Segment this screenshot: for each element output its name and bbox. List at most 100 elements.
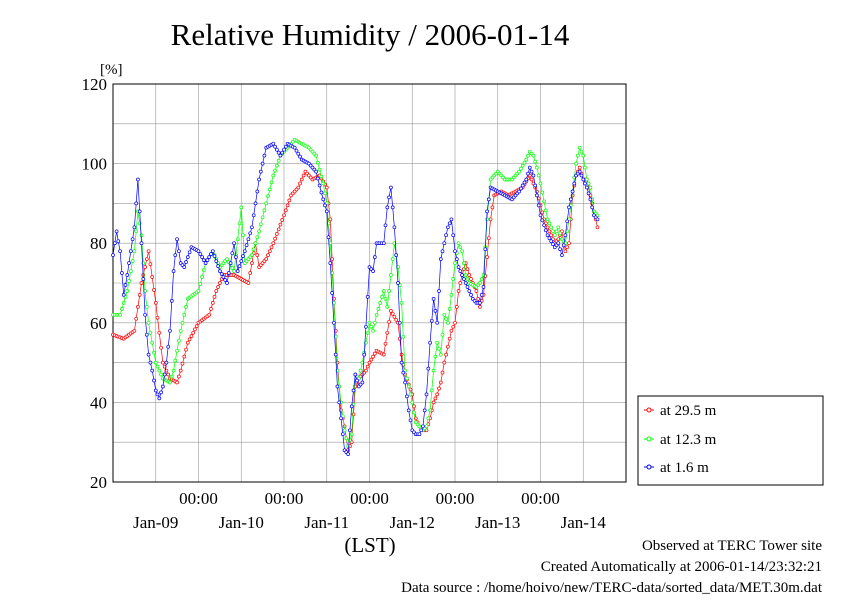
data-point	[364, 324, 368, 329]
data-point	[396, 281, 400, 285]
data-point	[392, 225, 397, 230]
data-point	[365, 364, 370, 369]
data-point	[479, 277, 484, 281]
data-point	[547, 229, 552, 234]
data-point	[287, 198, 292, 203]
data-point	[462, 277, 466, 281]
legend-marker-1-6	[646, 464, 652, 470]
data-point	[203, 261, 208, 265]
data-point	[134, 316, 139, 321]
data-point	[283, 208, 288, 213]
data-point	[225, 281, 229, 285]
x-time-tick-label: 00:00	[265, 489, 304, 508]
data-point	[175, 380, 179, 385]
data-point	[225, 257, 229, 261]
data-point	[595, 225, 600, 230]
data-point	[369, 357, 374, 362]
data-point	[298, 181, 302, 186]
data-point	[132, 328, 137, 333]
data-point	[465, 277, 470, 281]
data-point	[437, 289, 441, 293]
data-point	[146, 352, 151, 357]
data-point	[339, 416, 343, 421]
data-point	[258, 169, 263, 174]
data-point	[317, 183, 322, 188]
data-point	[218, 281, 222, 285]
data-point	[549, 239, 554, 244]
data-point	[387, 195, 391, 200]
x-axis-label: (LST)	[344, 533, 395, 557]
data-point	[426, 416, 431, 421]
data-point	[433, 309, 438, 313]
data-point	[280, 150, 285, 155]
data-point	[143, 265, 147, 269]
data-point	[438, 352, 443, 357]
data-point	[337, 400, 342, 405]
data-point	[321, 197, 326, 202]
data-point	[328, 217, 333, 222]
data-point	[314, 153, 318, 158]
data-point	[169, 374, 174, 379]
data-point	[332, 320, 336, 325]
data-point	[257, 177, 261, 182]
data-point	[159, 372, 163, 377]
data-point	[558, 231, 562, 236]
data-point	[241, 233, 245, 238]
data-point	[321, 181, 326, 186]
data-point	[169, 299, 174, 303]
data-point	[543, 228, 548, 233]
data-point	[168, 380, 172, 385]
data-point	[442, 360, 447, 365]
data-point	[385, 305, 390, 309]
data-point	[137, 293, 142, 297]
data-point	[248, 231, 253, 236]
data-point	[266, 253, 270, 257]
data-point	[125, 289, 130, 293]
data-point	[456, 265, 461, 269]
data-point	[298, 154, 302, 159]
series-1	[111, 137, 600, 449]
data-point	[533, 183, 538, 188]
data-point	[150, 368, 155, 373]
data-point	[581, 153, 586, 158]
data-point	[486, 197, 491, 202]
data-point	[431, 297, 436, 301]
data-point	[196, 289, 201, 293]
data-point	[196, 249, 201, 254]
data-point	[579, 149, 584, 154]
data-point	[467, 273, 472, 277]
data-point	[171, 269, 176, 273]
data-point	[440, 332, 445, 337]
data-point	[260, 215, 265, 220]
data-point	[148, 330, 153, 335]
data-point	[584, 185, 589, 190]
data-point	[177, 338, 181, 343]
data-point	[111, 253, 115, 257]
data-point	[278, 153, 283, 158]
data-point	[351, 388, 356, 393]
data-point	[315, 176, 320, 181]
data-point	[275, 232, 279, 236]
data-point	[563, 233, 568, 238]
data-point	[136, 177, 140, 182]
data-point	[177, 249, 181, 254]
data-point	[127, 261, 131, 265]
data-point	[349, 404, 354, 409]
data-point	[177, 374, 181, 379]
data-point	[241, 254, 245, 258]
data-point	[162, 372, 167, 377]
data-point	[483, 247, 488, 252]
data-point	[267, 187, 272, 192]
data-point	[385, 205, 390, 210]
data-point	[372, 255, 377, 259]
data-point	[583, 181, 587, 186]
data-point	[551, 229, 555, 234]
data-point	[438, 257, 443, 261]
data-point	[478, 301, 482, 305]
data-point	[563, 249, 568, 254]
chart-title: Relative Humidity / 2006-01-14	[171, 17, 570, 52]
data-point	[478, 281, 482, 285]
data-point	[374, 312, 379, 317]
data-point	[182, 312, 187, 317]
data-point	[212, 295, 217, 299]
